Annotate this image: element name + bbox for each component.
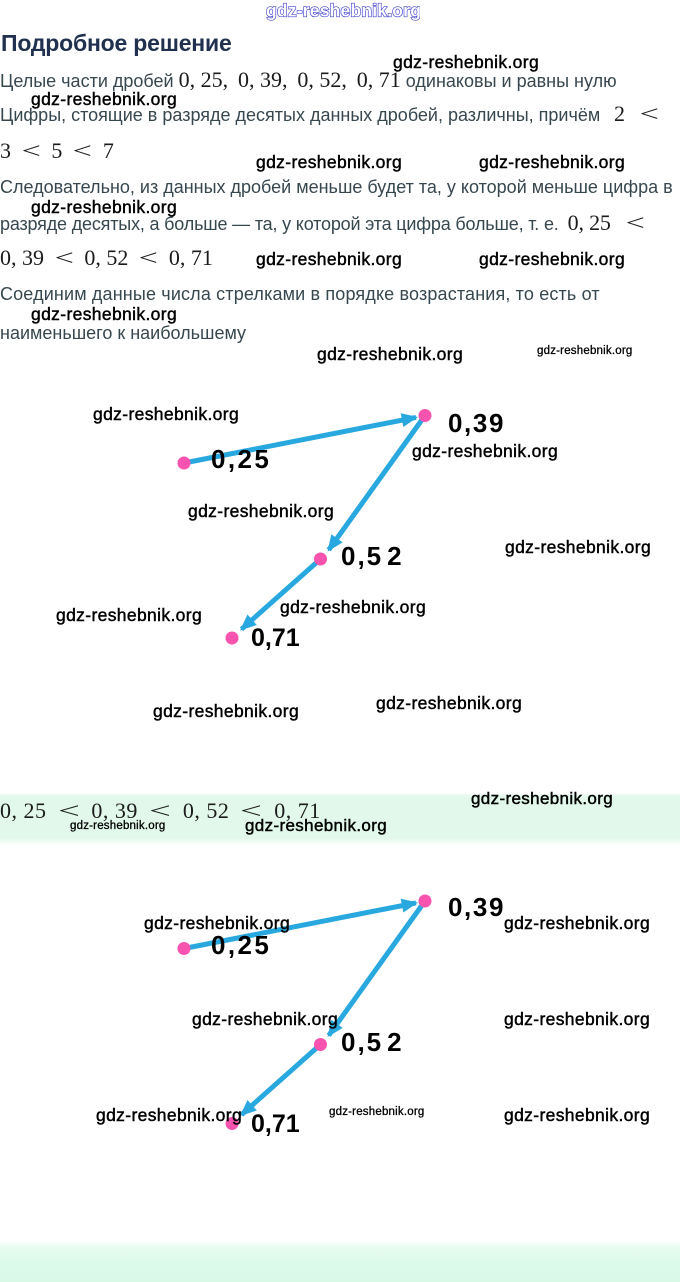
- svg-text:gdz-reshebnik.org: gdz-reshebnik.org: [266, 1, 420, 21]
